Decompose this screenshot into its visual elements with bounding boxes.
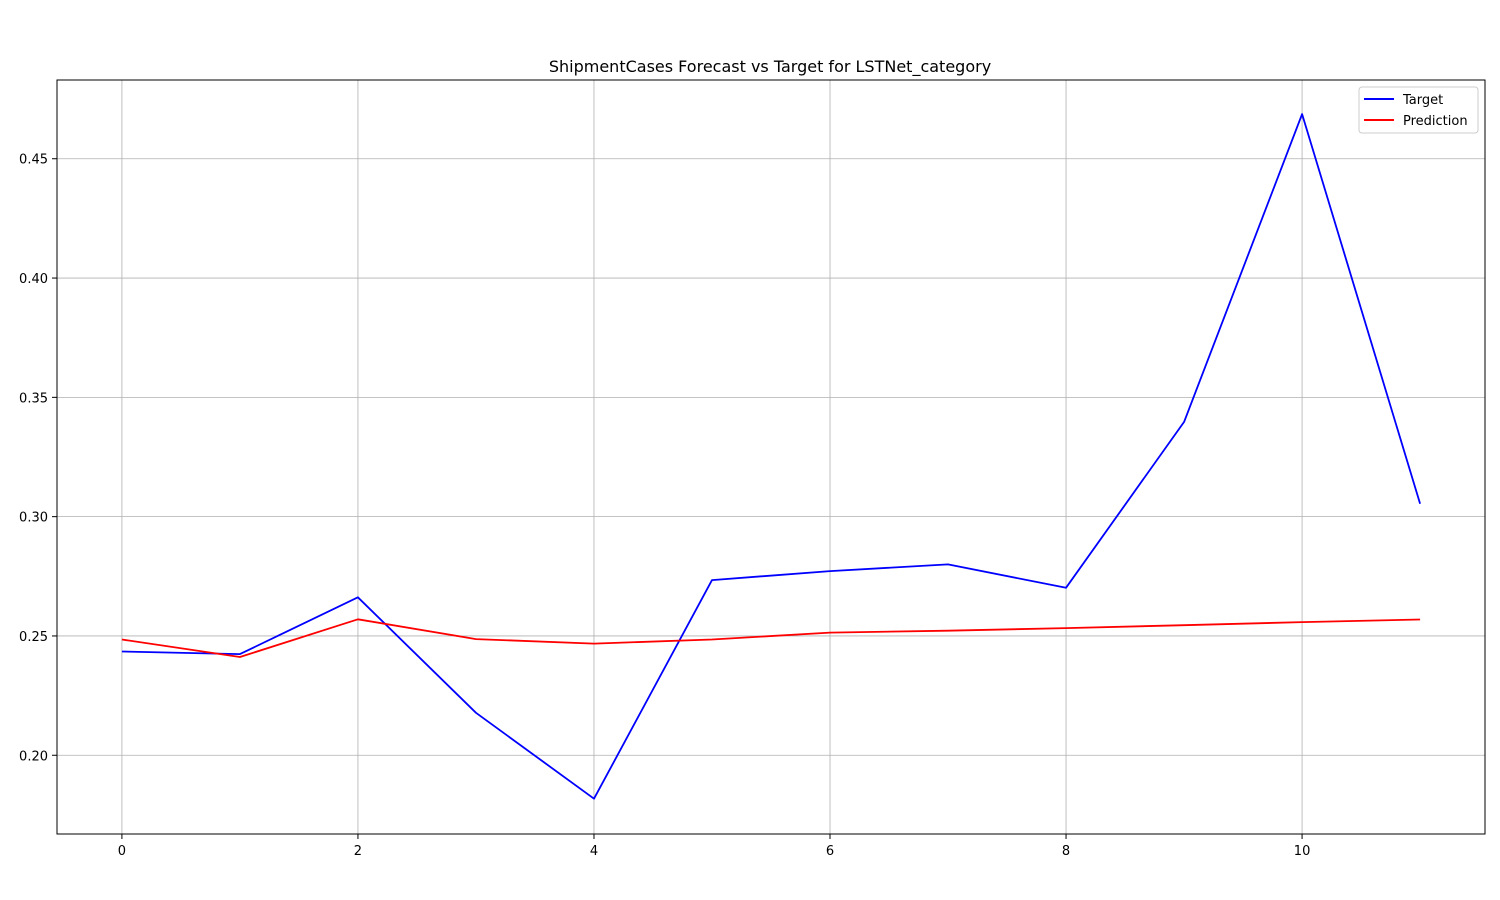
legend-label-target: Target [1402, 93, 1443, 108]
series-line-prediction [121, 618, 1421, 658]
x-tick-label: 4 [590, 844, 598, 859]
x-tick-label: 6 [826, 844, 834, 859]
y-tick-label: 0.45 [19, 153, 48, 168]
plot-area-frame [56, 79, 1486, 835]
x-tick-label: 0 [118, 844, 126, 859]
y-tick-label: 0.25 [19, 630, 48, 645]
x-tick-label: 2 [354, 844, 362, 859]
x-tick-label: 8 [1062, 844, 1070, 859]
y-tick-label: 0.35 [19, 391, 48, 406]
y-tick-label: 0.40 [19, 272, 48, 287]
chart-title: ShipmentCases Forecast vs Target for LST… [549, 57, 991, 77]
grid [57, 80, 1485, 834]
legend: Target Prediction [1358, 86, 1479, 134]
series-line-target [121, 113, 1421, 800]
y-tick-label: 0.30 [19, 511, 48, 526]
legend-label-prediction: Prediction [1403, 114, 1468, 129]
y-tick-label: 0.20 [19, 749, 48, 764]
series-lines [121, 113, 1421, 800]
x-tick-label: 10 [1294, 844, 1311, 859]
axis-ticks: 0 2 4 6 8 10 0.20 0.25 0.30 0.35 0.40 0.45 [19, 153, 1310, 859]
